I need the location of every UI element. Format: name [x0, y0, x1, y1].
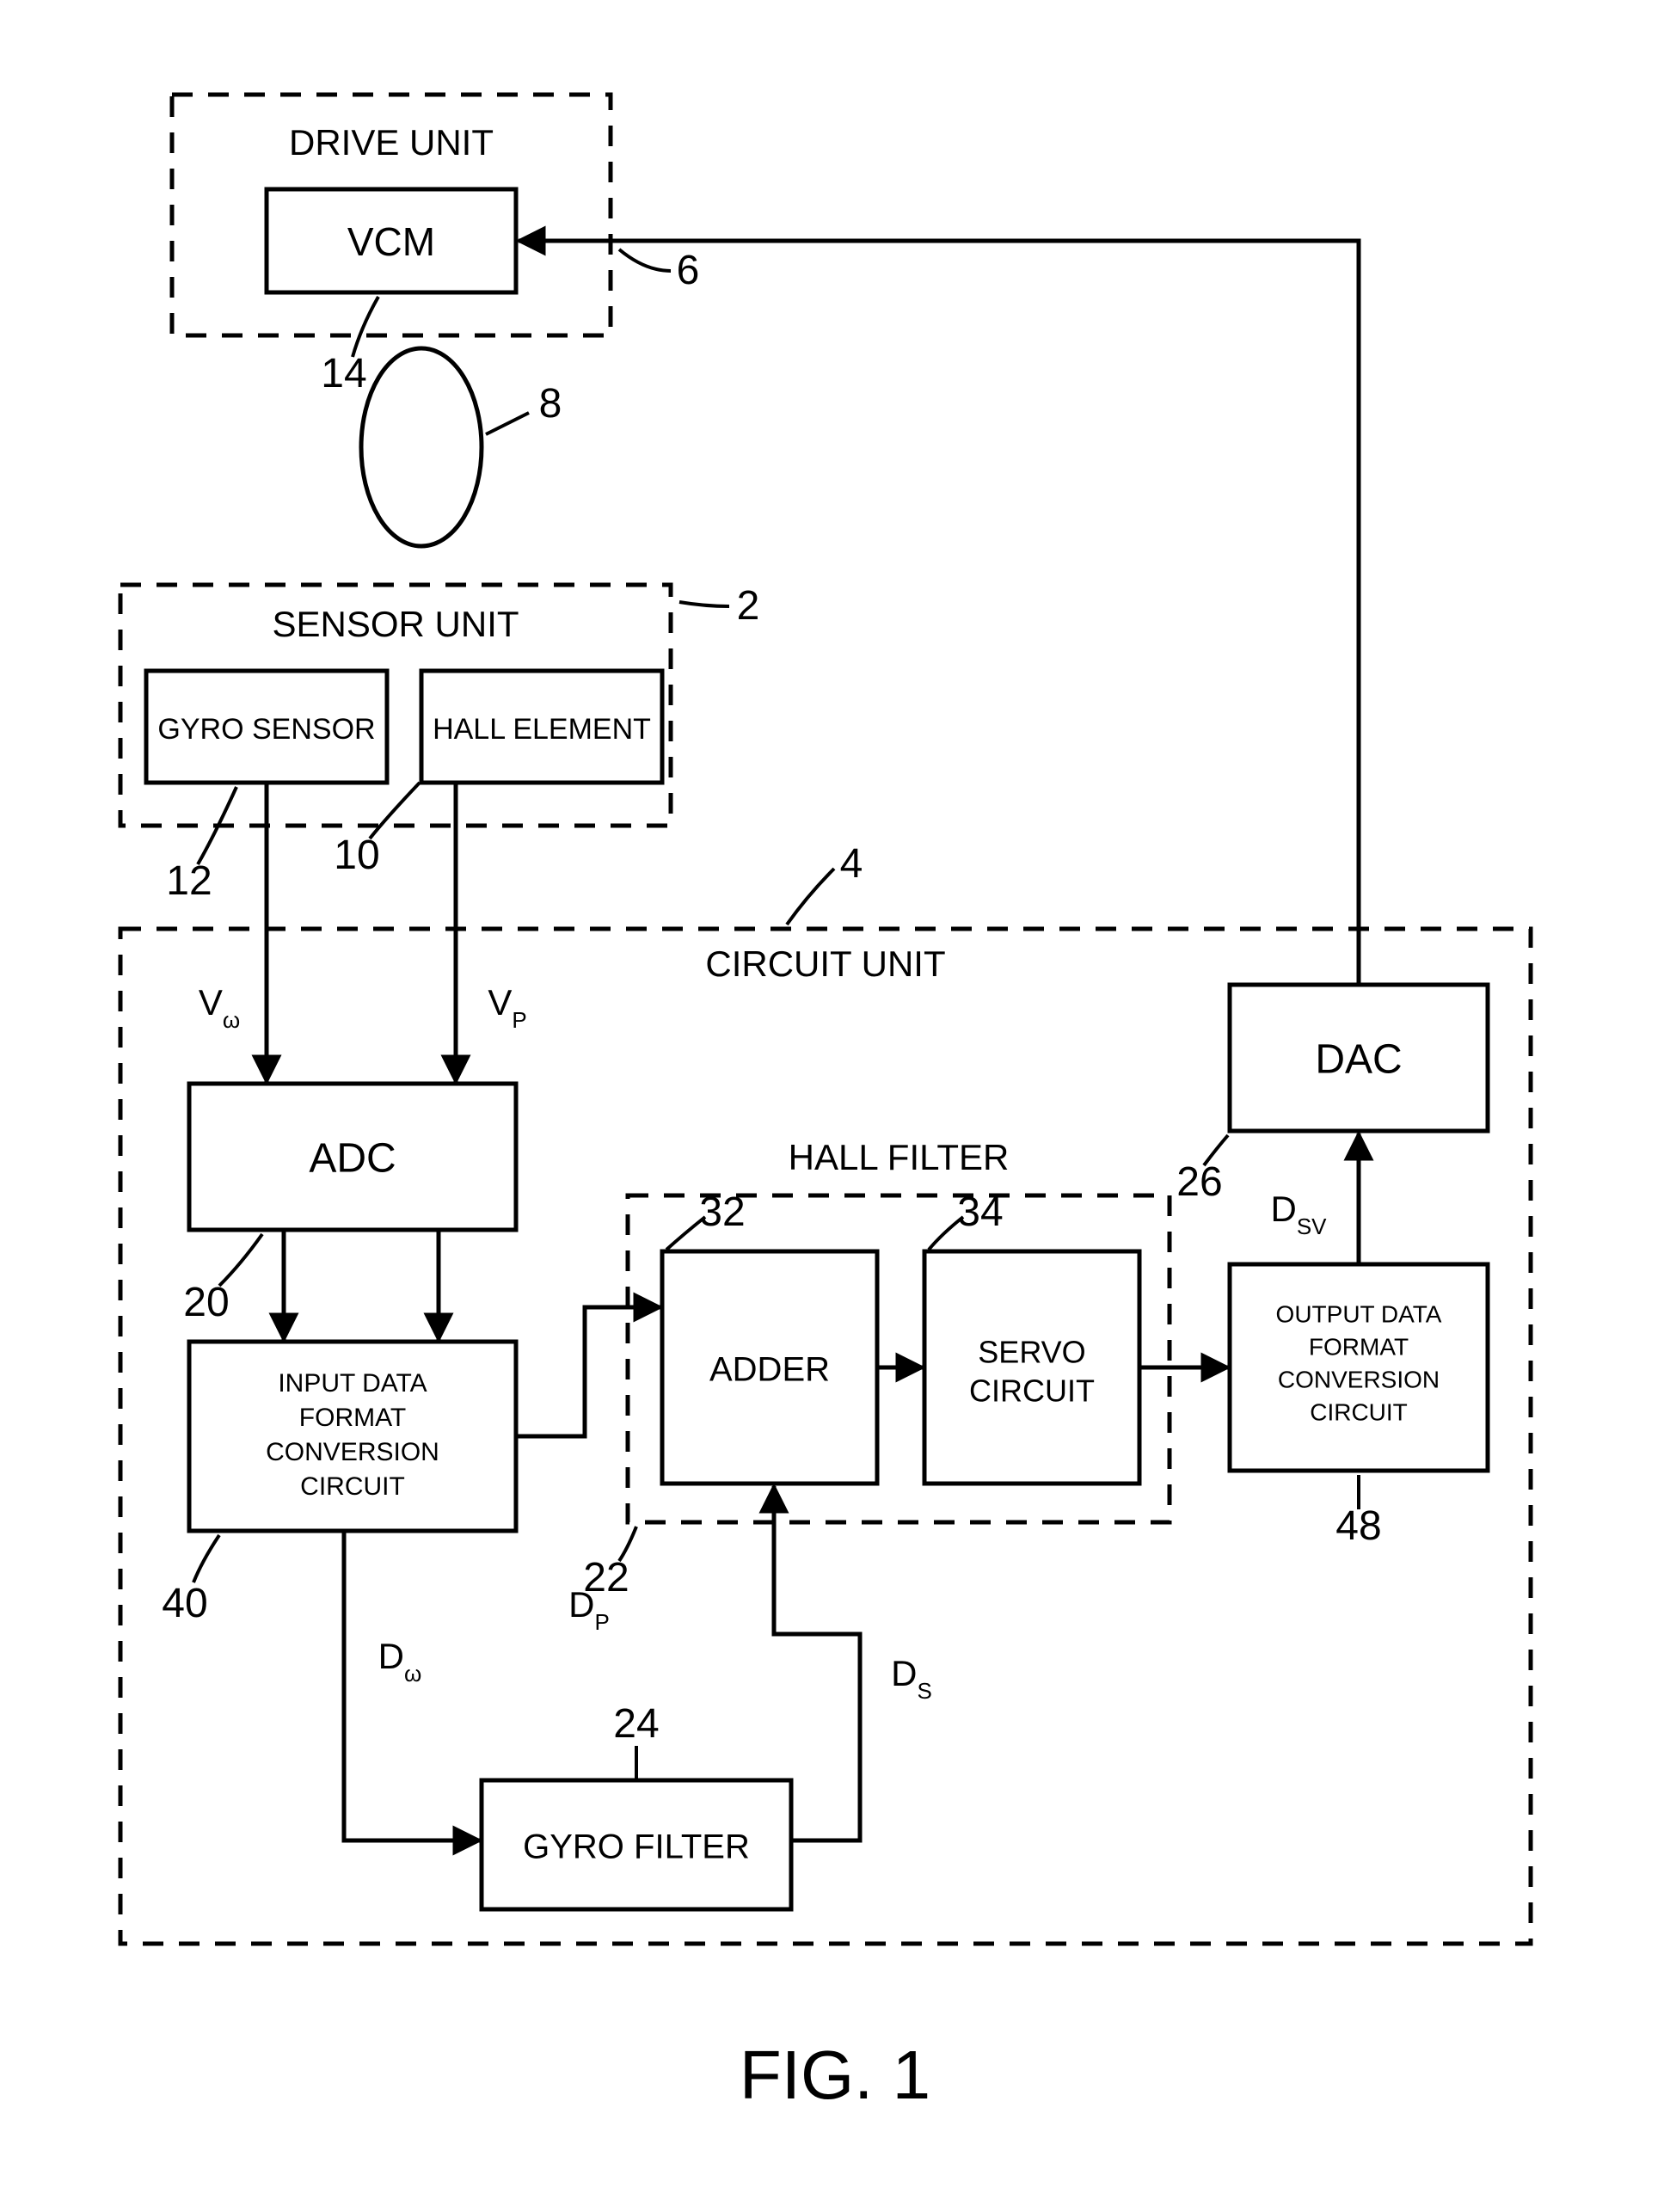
idfc-block: INPUT DATA FORMAT CONVERSION CIRCUIT	[189, 1342, 516, 1531]
dac-label: DAC	[1315, 1037, 1402, 1083]
hall-element-ref: 10	[334, 833, 379, 878]
adder-label: ADDER	[709, 1351, 830, 1389]
circuit-unit-title: CIRCUIT UNIT	[705, 943, 945, 984]
odfc-ref: 48	[1335, 1503, 1381, 1549]
odfc-l3: CONVERSION	[1278, 1366, 1440, 1392]
servo-l2: CIRCUIT	[969, 1373, 1095, 1409]
odfc-l4: CIRCUIT	[1310, 1398, 1408, 1425]
dac-ref: 26	[1176, 1159, 1222, 1205]
gyro-filter-label: GYRO FILTER	[523, 1828, 750, 1866]
gyro-sensor-label: GYRO SENSOR	[157, 713, 375, 746]
servo-l1: SERVO	[978, 1335, 1085, 1370]
diagram-root: DRIVE UNIT 6 VCM 14 8 SENSOR UNIT 2 GYRO…	[0, 0, 1670, 2212]
sig-d-s: DS	[891, 1653, 932, 1704]
lens-shape: 8	[361, 348, 562, 546]
gyro-sensor-ref: 12	[166, 858, 212, 904]
wire-dac-vcm	[519, 241, 1359, 985]
idfc-l3: CONVERSION	[266, 1438, 439, 1466]
odfc-l2: FORMAT	[1309, 1333, 1409, 1360]
odfc-block: OUTPUT DATA FORMAT CONVERSION CIRCUIT	[1230, 1264, 1488, 1471]
adc-label: ADC	[309, 1136, 396, 1182]
adder-block: ADDER	[662, 1251, 877, 1484]
gyro-filter-ref: 24	[613, 1701, 659, 1747]
lens-ref: 8	[539, 381, 562, 427]
sensor-unit: SENSOR UNIT 2 GYRO SENSOR 12 HALL ELEMEN…	[120, 583, 759, 904]
gyro-sensor-block: GYRO SENSOR	[146, 671, 387, 783]
sensor-unit-title: SENSOR UNIT	[272, 604, 519, 644]
hall-element-label: HALL ELEMENT	[433, 713, 651, 746]
sig-v-omega: Vω	[199, 982, 240, 1033]
sensor-unit-ref: 2	[737, 583, 760, 629]
servo-block: SERVO CIRCUIT	[924, 1251, 1139, 1484]
hall-filter-group: HALL FILTER 22 ADDER 32 SERVO CIRCUIT 34	[583, 1137, 1170, 1601]
figure-label: FIG. 1	[740, 2037, 930, 2113]
vcm-ref: 14	[321, 351, 366, 396]
idfc-l4: CIRCUIT	[300, 1472, 405, 1501]
circuit-unit-ref: 4	[840, 841, 863, 887]
idfc-l2: FORMAT	[299, 1404, 406, 1432]
gyro-filter-block: GYRO FILTER	[482, 1780, 791, 1909]
hall-element-block: HALL ELEMENT	[421, 671, 662, 783]
idfc-ref: 40	[162, 1581, 207, 1626]
hall-filter-title: HALL FILTER	[789, 1137, 1010, 1177]
sig-d-omega: Dω	[378, 1636, 422, 1687]
vcm-block: VCM	[267, 189, 516, 292]
idfc-l1: INPUT DATA	[278, 1369, 427, 1398]
adc-ref: 20	[183, 1280, 229, 1325]
sig-d-sv: DSV	[1270, 1189, 1327, 1239]
odfc-l1: OUTPUT DATA	[1276, 1300, 1442, 1327]
drive-unit-ref: 6	[677, 248, 700, 293]
vcm-label: VCM	[347, 219, 435, 264]
servo-ref: 34	[957, 1189, 1003, 1235]
adc-block: ADC	[189, 1084, 516, 1230]
circuit-unit: CIRCUIT UNIT 4 ADC 20 INPUT DATA FORMAT …	[120, 841, 1531, 1944]
drive-unit-title: DRIVE UNIT	[289, 122, 494, 163]
adder-ref: 32	[699, 1189, 745, 1235]
wire-idfc-adder	[516, 1307, 660, 1436]
dac-block: DAC	[1230, 985, 1488, 1131]
sig-v-p: VP	[488, 982, 526, 1033]
